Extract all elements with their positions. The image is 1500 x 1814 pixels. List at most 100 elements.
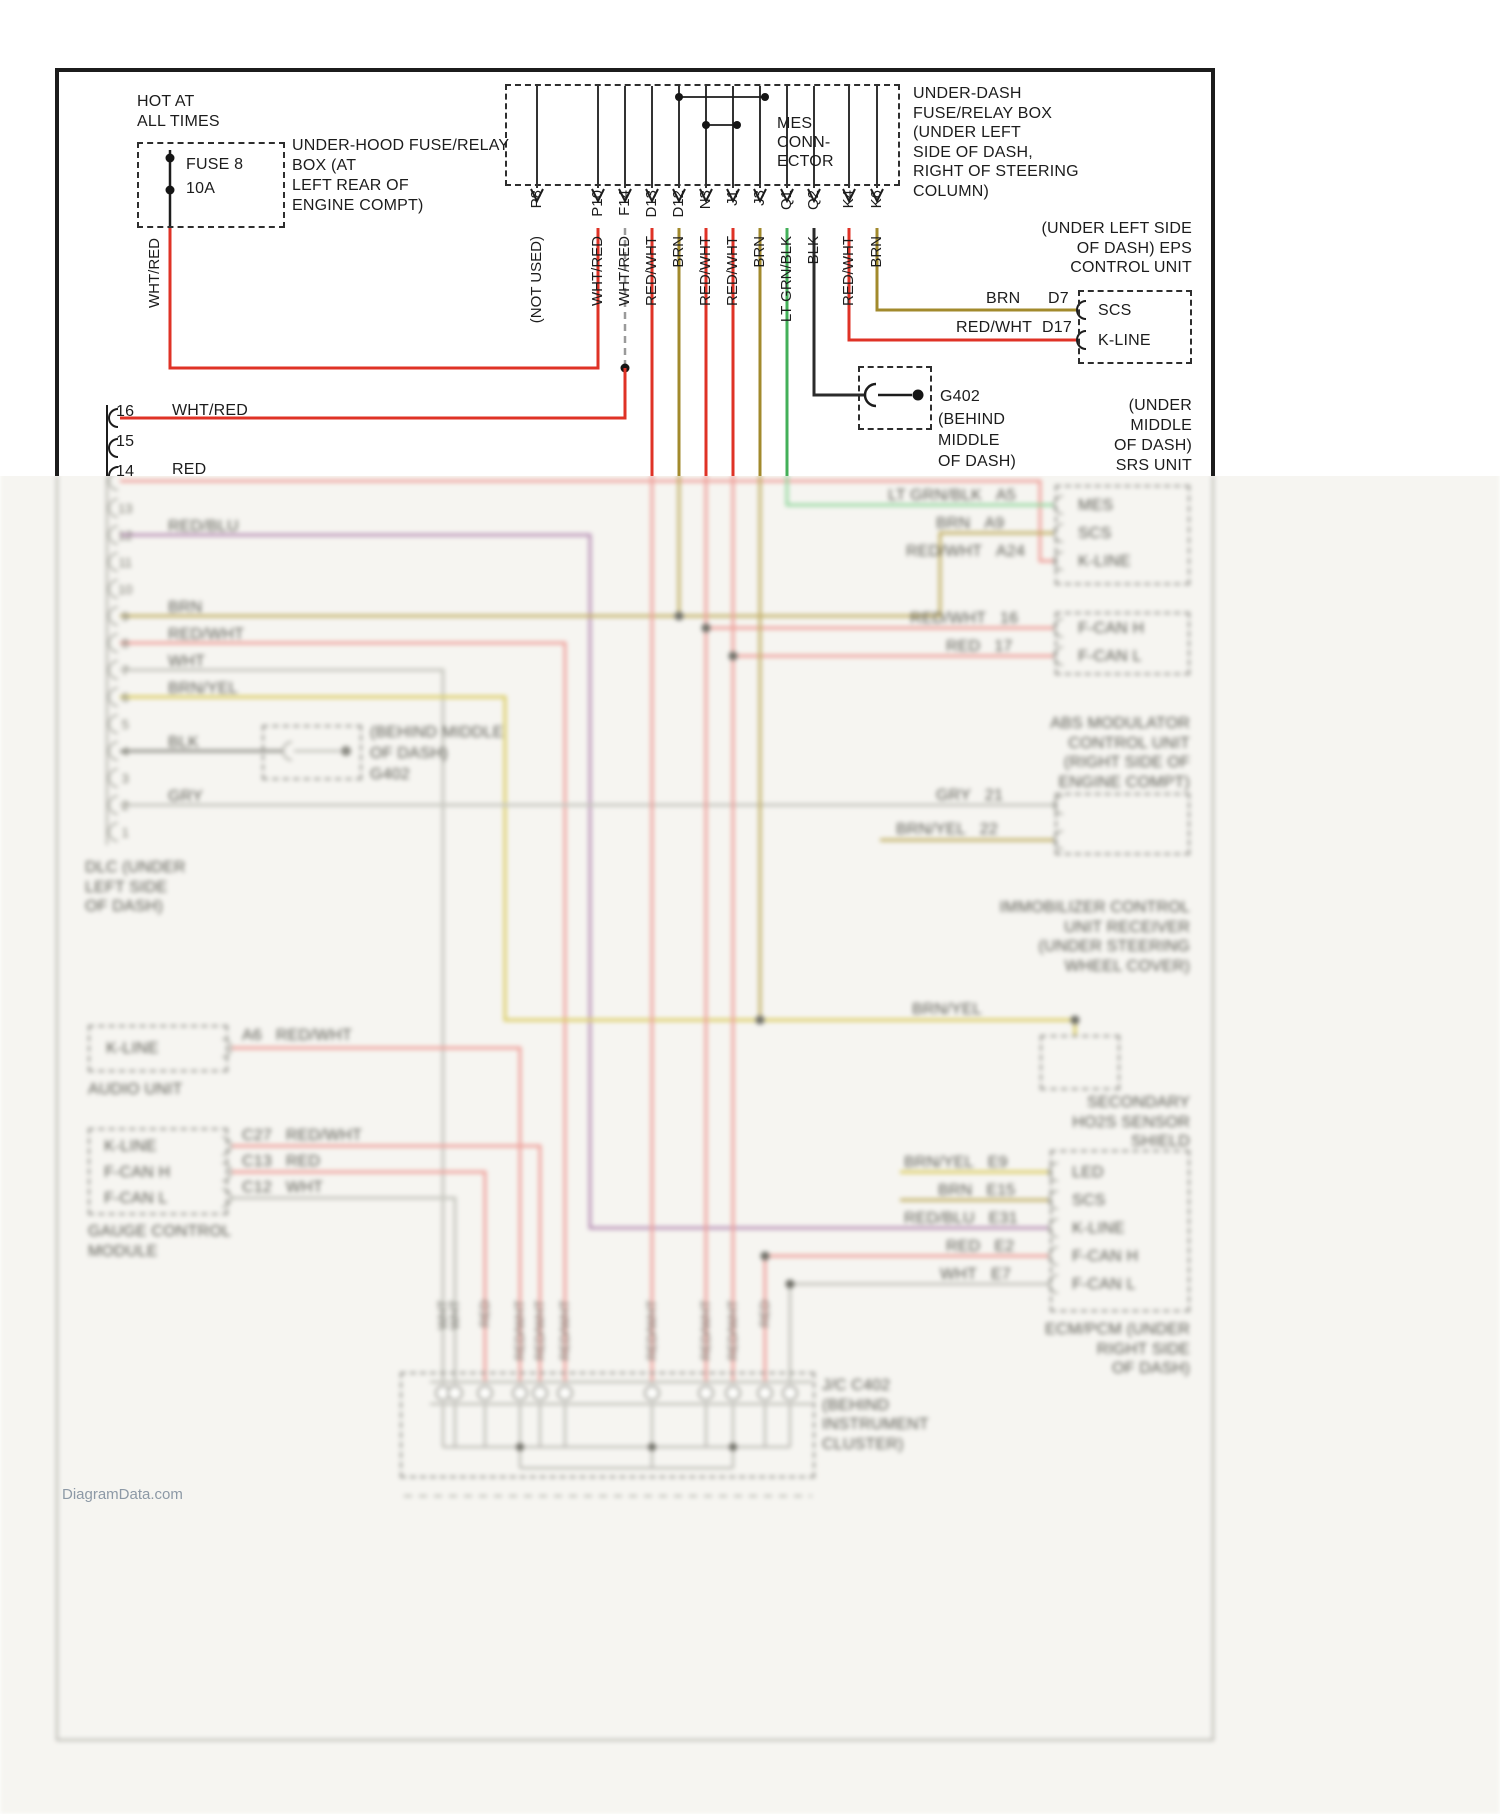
gauge-module-box <box>88 1128 228 1215</box>
wire-wht-gauge <box>232 1196 457 1382</box>
junction-box <box>400 1372 815 1478</box>
g402-top-name: G402 <box>940 388 980 405</box>
abs-row-2: F-CAN L <box>1078 648 1142 665</box>
ecm-wire-label-2: BRN E15 <box>938 1182 1016 1199</box>
junction-wire-label-9: RED/WHT <box>725 1300 740 1361</box>
left-pin-16: 16 <box>116 403 135 420</box>
pin-wire-n3: RED/WHT <box>697 236 714 306</box>
mes-connector-title: MES CONN- ECTOR <box>777 115 834 170</box>
wire-wht-ecm <box>788 1282 1050 1382</box>
pin-wire-q1: LT GRN/BLK <box>778 236 795 323</box>
dlc-wire-redblu: RED/BLU <box>168 518 239 535</box>
srs-unit-label: (UNDER MIDDLE OF DASH) SRS UNIT <box>1113 397 1192 474</box>
srs-row-kline: K-LINE <box>1078 553 1131 570</box>
eps-row2-pin: D17 <box>1042 319 1072 336</box>
junction-wire-label-5: RED/WHT <box>532 1300 547 1361</box>
underhood-box-label: UNDER-HOOD FUSE/RELAY BOX (AT LEFT REAR … <box>292 137 510 214</box>
audio-unit-box <box>88 1025 228 1072</box>
pin-wire-p8: (NOT USED) <box>528 236 545 324</box>
ecm-wire-label-3: RED/BLU E31 <box>904 1210 1018 1227</box>
g402-top-location: (BEHIND MIDDLE OF DASH) <box>938 411 1017 470</box>
pin-id-p8: P8 <box>528 190 545 209</box>
abs-row-1: F-CAN H <box>1078 620 1145 637</box>
audio-row-kline: K-LINE <box>106 1040 159 1057</box>
junction-wire-label-6: RED/WHT <box>557 1300 572 1361</box>
junction-wire-label-4: RED/WHT <box>512 1300 527 1361</box>
srs-wire-label-1: LT GRN/BLK A5 <box>888 487 1016 504</box>
pin-wire-q2: BLK <box>805 236 822 265</box>
ho2s-shield-box <box>1040 1035 1120 1090</box>
left-pin-14: 14 <box>116 463 135 480</box>
g402-top-box <box>858 366 932 430</box>
pin-id-k6: K6 <box>868 190 885 209</box>
dlc-bracket <box>106 476 119 845</box>
ecm-row-3: K-LINE <box>1072 1220 1125 1237</box>
g402-mid-box <box>262 725 362 780</box>
gauge-caption: GAUGE CONTROL MODULE <box>88 1223 232 1260</box>
pin-wire-k6: BRN <box>868 236 885 268</box>
ecm-row-5: F-CAN L <box>1072 1276 1136 1293</box>
dlc-wire-wht: WHT <box>168 653 206 670</box>
ho2s-wire-label: BRN/YEL <box>912 1001 982 1018</box>
pin-wire-p10: WHT/RED <box>589 236 606 306</box>
dlc-caption: DLC (UNDER LEFT SIDE OF DASH) <box>85 859 186 915</box>
pin-id-p10: P10 <box>589 190 606 217</box>
srs-wire-label-2: BRN A9 <box>936 515 1005 532</box>
gauge-wire-label-1: C27 RED/WHT <box>242 1127 362 1144</box>
eps-row1-pin: D7 <box>1048 290 1069 307</box>
ecm-caption: ECM/PCM (UNDER RIGHT SIDE OF DASH) <box>1044 1321 1190 1377</box>
pin-id-q2: Q2 <box>805 190 822 211</box>
pin-wire-j1: RED/WHT <box>724 236 741 306</box>
abs-wire-label-2: RED 17 <box>946 638 1013 655</box>
junction-wire-label-3: RED <box>477 1300 492 1328</box>
srs-row-scs: SCS <box>1078 525 1112 542</box>
ho2s-caption: SECONDARY HO2S SENSOR SHIELD <box>1072 1094 1190 1150</box>
audio-caption: AUDIO UNIT <box>88 1081 183 1098</box>
junction-wire-label-7: RED/WHT <box>644 1300 659 1361</box>
pin-wire-j3: BRN <box>751 236 768 268</box>
pin-id-j1: J1 <box>724 190 741 206</box>
whtred-fuse-wire-label: WHT/RED <box>146 238 163 308</box>
ecm-wire-label-5: WHT E7 <box>940 1266 1011 1283</box>
left-pin-14-wire: RED <box>172 461 207 478</box>
hot-at-all-times-label: HOT AT ALL TIMES <box>137 93 220 130</box>
pin-id-q1: Q1 <box>778 190 795 211</box>
ecm-row-1: LED <box>1072 1164 1104 1181</box>
ecm-wire-label-1: BRN/YEL E9 <box>904 1154 1008 1171</box>
junction-wire-label-8: RED/WHT <box>698 1300 713 1361</box>
pin-id-f14: F14 <box>616 190 633 216</box>
fuse-name-label: FUSE 8 <box>186 156 244 173</box>
pin-wire-d13: RED/WHT <box>643 236 660 306</box>
eps-control-unit-box <box>1078 290 1192 364</box>
junction-dot-f14 <box>620 363 630 373</box>
ecm-wire-label-4: RED E2 <box>946 1238 1015 1255</box>
left-pin-15: 15 <box>116 433 135 450</box>
eps-row1-name: SCS <box>1098 302 1132 319</box>
immo-wire-label-2: BRN/YEL 22 <box>896 821 999 838</box>
wire-redwht-audio <box>232 1046 522 1382</box>
pin-wire-k4: RED/WHT <box>840 236 857 306</box>
ecm-row-2: SCS <box>1072 1192 1106 1209</box>
dlc-wire-blk: BLK <box>168 734 199 751</box>
pin-wire-d12: BRN <box>670 236 687 268</box>
underdash-box-label: UNDER-DASH FUSE/RELAY BOX (UNDER LEFT SI… <box>913 85 1079 200</box>
dlc-wire-brnyel: BRN/YEL <box>168 680 238 697</box>
immo-wire-label-1: GRY 21 <box>936 787 1004 804</box>
gauge-row-2: F-CAN H <box>104 1164 171 1181</box>
gauge-row-3: F-CAN L <box>104 1190 168 1207</box>
pin-id-n3: N3 <box>697 190 714 210</box>
srs-wire-label-3: RED/WHT A24 <box>906 543 1026 560</box>
ecm-pcm-box <box>1050 1150 1190 1312</box>
gauge-wire-label-2: C13 RED <box>242 1153 321 1170</box>
wire-redblu-dlc-ecm <box>120 533 1050 1230</box>
dlc-wire-brn: BRN <box>168 599 203 616</box>
pin-wire-f14: WHT/RED <box>616 236 633 306</box>
eps-row2-name: K-LINE <box>1098 332 1151 349</box>
fuse-rating-label: 10A <box>186 180 216 197</box>
pin-id-d12: D12 <box>670 190 687 218</box>
pin-id-k4: K4 <box>840 190 857 209</box>
dlc-wire-gry: GRY <box>168 788 203 805</box>
